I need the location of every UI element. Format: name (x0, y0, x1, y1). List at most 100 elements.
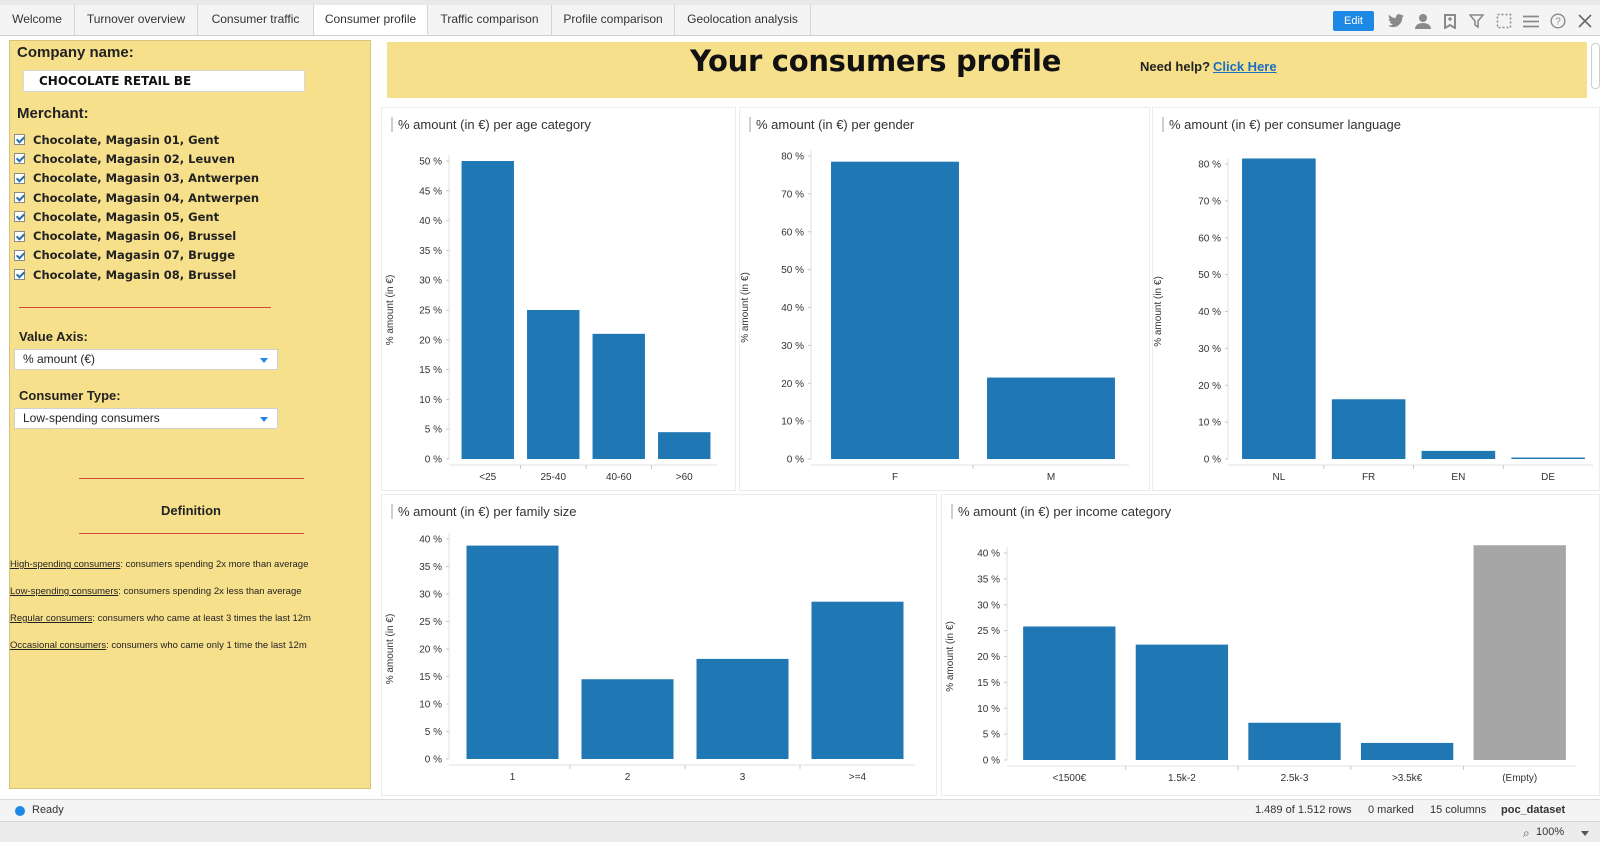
y-tick-label: 0 % (1204, 455, 1221, 466)
x-tick-label: EN (1451, 472, 1465, 483)
y-tick-label: 40 % (419, 216, 442, 227)
bar-1[interactable] (466, 545, 559, 759)
tab-bar: Welcome Turnover overview Consumer traff… (0, 0, 1600, 36)
merchant-item[interactable]: Chocolate, Magasin 02, Leuven (14, 149, 259, 168)
divider (19, 307, 271, 308)
tab-welcome[interactable]: Welcome (0, 5, 75, 35)
merchant-label-text: Chocolate, Magasin 05, Gent (33, 209, 220, 224)
help-link[interactable]: Click Here (1213, 59, 1277, 74)
merchant-item[interactable]: Chocolate, Magasin 08, Brussel (14, 265, 259, 284)
bar-40-60[interactable] (592, 333, 645, 459)
value-axis-dropdown[interactable]: % amount (€) (14, 349, 278, 370)
definition-term[interactable]: Low-spending consumers (10, 586, 119, 597)
definition-regular: Regular consumers: consumers who came at… (10, 613, 311, 624)
value-axis-selected: % amount (€) (23, 352, 96, 366)
checkbox-checked-icon[interactable] (14, 172, 25, 184)
x-tick-label: >=4 (849, 772, 867, 783)
tab-profile-comparison[interactable]: Profile comparison (552, 5, 675, 35)
dataset-name[interactable]: poc_dataset (1501, 804, 1566, 816)
checkbox-checked-icon[interactable] (14, 230, 25, 242)
page-banner: Your consumers profile Need help? Click … (387, 42, 1587, 98)
tab-turnover-overview[interactable]: Turnover overview (75, 5, 198, 35)
bar-3-5k[interactable] (1360, 742, 1454, 760)
merchant-item[interactable]: Chocolate, Magasin 01, Gent (14, 130, 259, 149)
y-axis-title: % amount (in €) (385, 614, 396, 685)
menu-icon[interactable] (1521, 12, 1540, 31)
consumer-type-label: Consumer Type: (19, 388, 121, 403)
consumer-type-selected: Low-spending consumers (23, 411, 160, 425)
y-tick-label: 30 % (419, 590, 442, 601)
y-tick-label: 40 % (977, 549, 1000, 560)
chart-title: % amount (in €) per gender (749, 117, 914, 132)
x-tick-label: 40-60 (606, 472, 632, 483)
tab-geolocation-analysis[interactable]: Geolocation analysis (675, 5, 811, 35)
y-tick-label: 20 % (781, 379, 804, 390)
bar-4[interactable] (811, 601, 904, 759)
y-tick-label: 25 % (419, 617, 442, 628)
bar-empty[interactable] (1473, 545, 1566, 760)
merchant-item[interactable]: Chocolate, Magasin 07, Brugge (14, 246, 259, 265)
scrollbar-thumb[interactable] (1591, 43, 1600, 89)
status-indicator-icon (15, 806, 25, 816)
merchant-item[interactable]: Chocolate, Magasin 05, Gent (14, 207, 259, 226)
bar-2[interactable] (581, 679, 674, 759)
bar-25-40[interactable] (527, 310, 580, 459)
help-icon[interactable]: ? (1548, 12, 1567, 31)
y-tick-label: 20 % (419, 335, 442, 346)
bar-de[interactable] (1511, 457, 1585, 459)
bar-1500[interactable] (1023, 626, 1116, 760)
tab-traffic-comparison[interactable]: Traffic comparison (428, 5, 552, 35)
company-name-field[interactable]: CHOCOLATE RETAIL BE (23, 70, 305, 92)
checkbox-checked-icon[interactable] (14, 134, 25, 146)
x-tick-label: >60 (676, 472, 693, 483)
user-icon[interactable] (1413, 12, 1432, 31)
chart-svg: % amount (in €) 0 % 5 % 10 % 15 % 20 % 25 % 30 … (945, 545, 1576, 784)
x-tick-label: 1.5k-2 (1168, 773, 1196, 784)
row-count: 1.489 of 1.512 rows (1255, 804, 1352, 816)
chart-age-category: % amount (in €) per age category % amoun… (381, 107, 736, 491)
y-tick-label: 15 % (977, 678, 1000, 689)
checkbox-checked-icon[interactable] (14, 153, 25, 165)
bar-2-5k-3[interactable] (1248, 722, 1341, 760)
y-tick-label: 10 % (977, 704, 1000, 715)
bar-f[interactable] (831, 161, 959, 459)
definition-text: : consumers spending 2x less than averag… (118, 586, 302, 597)
tab-consumer-traffic[interactable]: Consumer traffic (198, 5, 314, 35)
zoom-level[interactable]: 100% (1536, 826, 1565, 838)
bar-25[interactable] (461, 161, 514, 459)
consumer-type-dropdown[interactable]: Low-spending consumers (14, 408, 278, 429)
chevron-down-icon[interactable] (1581, 831, 1589, 836)
bar-60[interactable] (658, 432, 711, 459)
bar-nl[interactable] (1242, 158, 1316, 459)
edit-button[interactable]: Edit (1333, 11, 1374, 31)
bar-en[interactable] (1421, 450, 1496, 459)
x-tick-label: M (1047, 472, 1055, 483)
checkbox-checked-icon[interactable] (14, 211, 25, 223)
bar-1-5k-2[interactable] (1135, 644, 1229, 760)
x-tick-label: DE (1541, 472, 1555, 483)
merchant-item[interactable]: Chocolate, Magasin 03, Antwerpen (14, 169, 259, 188)
merchant-item[interactable]: Chocolate, Magasin 04, Antwerpen (14, 188, 259, 207)
bar-3[interactable] (696, 658, 789, 759)
y-tick-label: 10 % (1198, 418, 1221, 429)
y-tick-label: 40 % (419, 535, 442, 546)
bar-fr[interactable] (1331, 399, 1406, 459)
merchant-label-text: Chocolate, Magasin 06, Brussel (33, 229, 237, 244)
bookmark-icon[interactable] (1440, 12, 1459, 31)
twitter-icon[interactable] (1386, 12, 1405, 31)
chevron-down-icon (260, 417, 268, 422)
tab-consumer-profile[interactable]: Consumer profile (314, 5, 428, 35)
definition-term[interactable]: High-spending consumers (10, 559, 121, 570)
merchant-item[interactable]: Chocolate, Magasin 06, Brussel (14, 226, 259, 245)
definition-term[interactable]: Regular consumers (10, 613, 93, 624)
filter-panel: Company name: CHOCOLATE RETAIL BE Mercha… (9, 40, 371, 789)
bar-m[interactable] (987, 377, 1115, 459)
selection-icon[interactable] (1494, 12, 1513, 31)
checkbox-checked-icon[interactable] (14, 269, 25, 281)
close-icon[interactable] (1575, 12, 1594, 31)
checkbox-checked-icon[interactable] (14, 192, 25, 204)
filter-icon[interactable] (1467, 12, 1486, 31)
zoom-icon: ⌕ (1523, 826, 1530, 840)
definition-term[interactable]: Occasional consumers (10, 640, 107, 651)
checkbox-checked-icon[interactable] (14, 249, 25, 261)
